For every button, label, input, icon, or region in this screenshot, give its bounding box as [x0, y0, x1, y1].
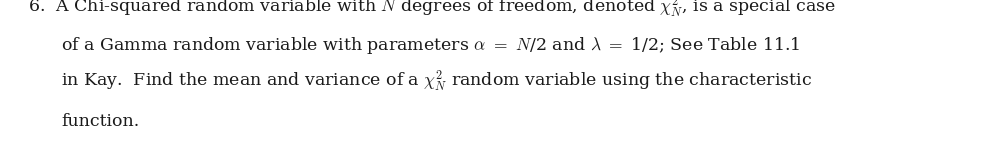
- Text: in Kay.  Find the mean and variance of a $\chi^2_N$ random variable using the ch: in Kay. Find the mean and variance of a …: [61, 68, 813, 93]
- Text: function.: function.: [61, 114, 140, 130]
- Text: of a Gamma random variable with parameters $\alpha$ $=$ $N$/2 and $\lambda$ $=$ : of a Gamma random variable with paramete…: [61, 35, 801, 56]
- Text: 6.  A Chi-squared random variable with $N$ degrees of freedom, denoted $\chi^2_N: 6. A Chi-squared random variable with $N…: [28, 0, 835, 19]
